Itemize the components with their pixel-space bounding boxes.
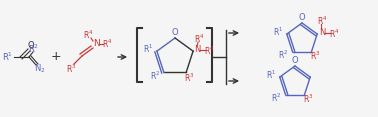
Text: R$^3$: R$^3$ — [184, 71, 194, 84]
Text: R$^3$: R$^3$ — [310, 50, 321, 62]
Text: R$^2$: R$^2$ — [279, 49, 289, 61]
Text: O: O — [28, 40, 34, 49]
Text: N: N — [194, 45, 200, 54]
Text: R$^3$: R$^3$ — [303, 93, 314, 105]
Text: N$_2$: N$_2$ — [34, 63, 46, 75]
Text: R$^4$: R$^4$ — [102, 38, 112, 50]
Text: N: N — [93, 40, 99, 49]
Text: R$^4$: R$^4$ — [317, 15, 327, 27]
Text: O: O — [299, 13, 305, 22]
Text: N: N — [319, 28, 325, 37]
Text: R$^2$: R$^2$ — [28, 43, 40, 55]
Text: R$^4$: R$^4$ — [204, 45, 214, 57]
Text: R$^1$: R$^1$ — [143, 43, 153, 55]
Text: O: O — [292, 56, 298, 65]
Text: R$^1$: R$^1$ — [273, 26, 283, 38]
Text: R$^4$: R$^4$ — [83, 29, 93, 41]
Text: R$^3$: R$^3$ — [66, 63, 76, 75]
Text: +: + — [51, 51, 61, 64]
Text: R$^4$: R$^4$ — [194, 33, 204, 45]
Text: R$^2$: R$^2$ — [271, 92, 282, 104]
Text: R$^1$: R$^1$ — [266, 69, 276, 81]
Text: R$^4$: R$^4$ — [329, 28, 339, 40]
Text: R$^1$: R$^1$ — [3, 51, 14, 63]
Text: R$^2$: R$^2$ — [150, 69, 160, 82]
Text: O: O — [172, 28, 178, 37]
